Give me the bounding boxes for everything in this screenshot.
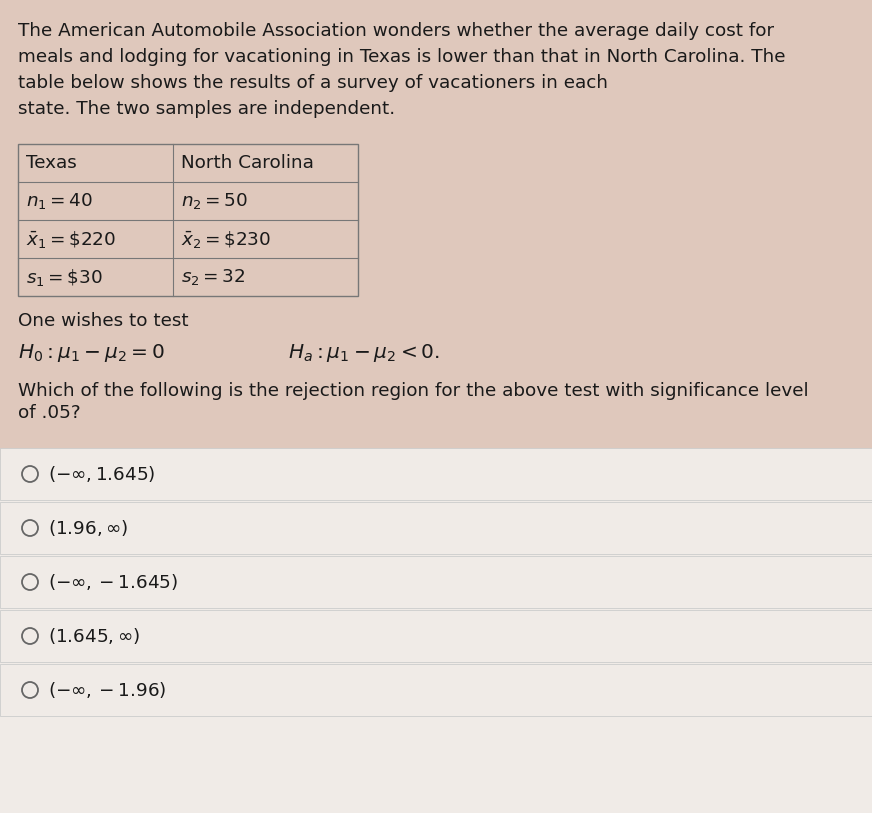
Bar [0, 0, 872, 460]
Text: $(-\infty, 1.645)$: $(-\infty, 1.645)$ [48, 464, 155, 484]
Text: One wishes to test: One wishes to test [18, 312, 188, 330]
Text: Texas: Texas [26, 154, 77, 172]
Bar [0, 610, 872, 662]
Text: $(-\infty, -1.96)$: $(-\infty, -1.96)$ [48, 680, 167, 700]
Text: $(-\infty, -1.645)$: $(-\infty, -1.645)$ [48, 572, 178, 592]
Text: of .05?: of .05? [18, 404, 80, 422]
Text: $H_0 : \mu_1 - \mu_2 = 0$: $H_0 : \mu_1 - \mu_2 = 0$ [18, 342, 165, 364]
Bar [18, 144, 358, 296]
Text: $s_1 = \$30$: $s_1 = \$30$ [26, 267, 103, 288]
Text: meals and lodging for vacationing in Texas is lower than that in North Carolina.: meals and lodging for vacationing in Tex… [18, 48, 786, 66]
Text: $\bar{x}_1 = \$220$: $\bar{x}_1 = \$220$ [26, 228, 116, 250]
Text: $(1.645, \infty)$: $(1.645, \infty)$ [48, 626, 140, 646]
Text: $n_1 = 40$: $n_1 = 40$ [26, 191, 93, 211]
Text: North Carolina: North Carolina [181, 154, 314, 172]
Text: The American Automobile Association wonders whether the average daily cost for: The American Automobile Association wond… [18, 22, 774, 40]
Text: $(1.96, \infty)$: $(1.96, \infty)$ [48, 518, 128, 538]
Bar [0, 448, 872, 500]
Bar [0, 502, 872, 554]
Text: table below shows the results of a survey of vacationers in each: table below shows the results of a surve… [18, 74, 608, 92]
Bar [0, 460, 872, 813]
Bar [0, 556, 872, 608]
Text: $\bar{x}_2 = \$230$: $\bar{x}_2 = \$230$ [181, 228, 271, 250]
Text: $n_2 = 50$: $n_2 = 50$ [181, 191, 248, 211]
Bar [0, 664, 872, 716]
Text: state. The two samples are independent.: state. The two samples are independent. [18, 100, 395, 118]
Text: $s_2 = 32$: $s_2 = 32$ [181, 267, 245, 287]
Text: $H_a : \mu_1 - \mu_2 < 0.$: $H_a : \mu_1 - \mu_2 < 0.$ [288, 342, 440, 364]
Text: Which of the following is the rejection region for the above test with significa: Which of the following is the rejection … [18, 382, 808, 400]
